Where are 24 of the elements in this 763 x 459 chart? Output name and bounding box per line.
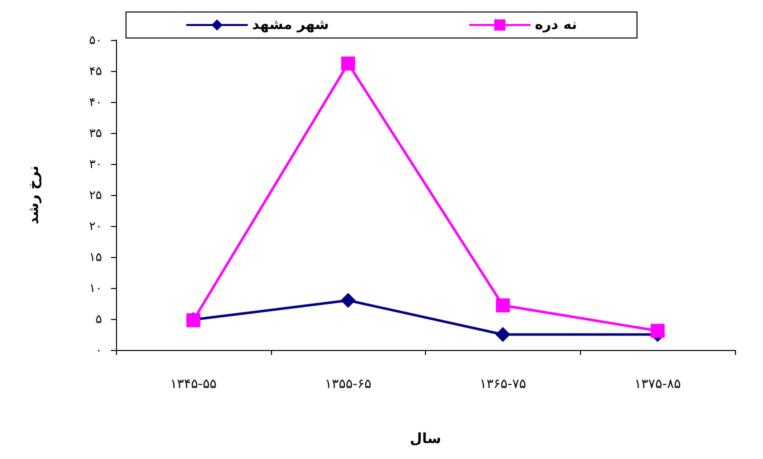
y-tick-label: ۴۰ xyxy=(89,95,102,109)
x-tick-label: ۱۳۴۵-۵۵ xyxy=(170,377,217,392)
x-tick-label: ۱۳۵۵-۶۵ xyxy=(324,377,372,392)
point xyxy=(650,324,665,338)
y-tick-label: ۲۵ xyxy=(89,188,102,202)
y-tick-label: ۳۰ xyxy=(89,157,102,171)
x-axis-title: سال xyxy=(410,431,442,447)
y-tick-label: ۵ xyxy=(96,312,102,326)
y-tick-label: ۳۵ xyxy=(89,126,102,140)
y-tick-label: ۰ xyxy=(96,343,102,357)
y-tick-label: ۱۰ xyxy=(89,281,102,295)
legend-label: نه دره xyxy=(534,17,577,33)
point xyxy=(340,292,356,308)
x-tick-label: ۱۳۷۵-۸۵ xyxy=(634,377,681,392)
y-tick-label: ۲۰ xyxy=(89,219,102,233)
legend-label: شهر مشهد xyxy=(252,17,329,33)
point xyxy=(495,327,510,342)
y-tick-label: ۱۵ xyxy=(89,250,102,264)
point xyxy=(341,56,356,71)
x-tick-label: ۱۳۶۵-۷۵ xyxy=(480,377,526,392)
y-axis-title: نرخ رشد xyxy=(26,166,42,224)
y-tick-label: ۵۰ xyxy=(89,33,102,47)
y-tick-label: ۴۵ xyxy=(89,64,102,78)
point xyxy=(496,298,510,312)
